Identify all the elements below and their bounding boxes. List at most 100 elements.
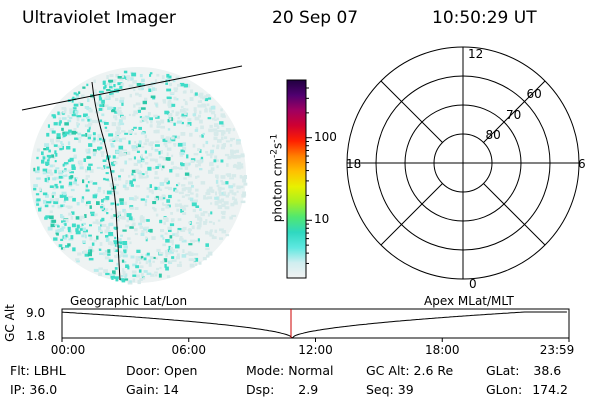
image-pixel [36, 148, 41, 152]
image-pixel [209, 186, 213, 190]
image-pixel [144, 162, 149, 165]
image-pixel [64, 196, 69, 201]
image-pixel [118, 153, 123, 157]
image-pixel [55, 139, 61, 143]
image-pixel [215, 179, 219, 184]
image-pixel [147, 166, 152, 171]
image-pixel [152, 167, 157, 170]
image-pixel [133, 104, 136, 108]
image-pixel [195, 127, 199, 131]
image-pixel [190, 159, 195, 163]
image-pixel [64, 162, 69, 165]
image-pixel [62, 193, 67, 196]
info-door: Door: Open [126, 363, 198, 378]
image-pixel [228, 130, 231, 134]
image-pixel [117, 82, 123, 86]
image-pixel [145, 229, 148, 234]
image-pixel [109, 93, 114, 96]
image-pixel [141, 87, 144, 90]
image-pixel [202, 96, 206, 100]
image-pixel [202, 132, 205, 135]
image-pixel [213, 159, 217, 163]
image-pixel [131, 223, 136, 227]
image-pixel [62, 163, 65, 167]
image-pixel [166, 88, 172, 92]
image-pixel [154, 102, 159, 105]
image-pixel [77, 136, 82, 139]
info-seq: Seq: 39 [366, 382, 414, 397]
image-pixel [223, 201, 229, 205]
image-pixel [110, 208, 113, 211]
image-pixel [185, 194, 190, 197]
image-pixel [188, 162, 191, 166]
image-pixel [212, 222, 215, 225]
image-pixel [135, 102, 141, 106]
image-pixel [140, 198, 145, 201]
image-pixel [51, 130, 56, 134]
image-pixel [173, 96, 177, 101]
image-pixel [86, 116, 90, 119]
image-pixel [47, 226, 53, 231]
image-pixel [174, 203, 178, 208]
image-pixel [114, 276, 119, 279]
image-pixel [239, 165, 244, 169]
image-pixel [237, 163, 243, 168]
image-pixel [62, 174, 68, 177]
image-pixel [155, 187, 160, 190]
image-pixel [113, 84, 116, 88]
image-pixel [194, 116, 200, 121]
image-pixel [110, 161, 115, 166]
image-pixel [125, 274, 128, 277]
image-pixel [148, 88, 152, 92]
image-pixel [134, 195, 137, 198]
image-pixel [61, 247, 65, 250]
image-pixel [122, 273, 128, 277]
image-pixel [119, 85, 123, 89]
image-pixel [193, 199, 198, 203]
image-pixel [126, 219, 129, 223]
image-pixel [110, 143, 114, 146]
image-pixel [68, 195, 73, 199]
image-pixel [206, 192, 211, 195]
image-pixel [98, 95, 102, 98]
image-pixel [219, 121, 224, 125]
orbit-xtick-label: 12:00 [298, 343, 333, 357]
image-pixel [114, 117, 118, 121]
image-pixel [68, 238, 74, 241]
image-pixel [220, 187, 225, 190]
image-pixel [137, 171, 142, 175]
image-pixel [203, 195, 207, 198]
image-pixel [205, 192, 208, 195]
image-pixel [72, 96, 75, 100]
image-pixel [156, 267, 160, 271]
image-pixel [164, 110, 169, 115]
image-pixel [67, 159, 72, 163]
image-pixel [38, 207, 42, 212]
image-pixel [232, 196, 235, 201]
diagonal-line [483, 183, 546, 246]
image-pixel [104, 210, 107, 213]
image-pixel [102, 80, 106, 85]
image-pixel [125, 180, 129, 184]
image-pixel [99, 248, 102, 251]
image-pixel [236, 139, 241, 142]
image-pixel [170, 212, 173, 215]
image-pixel [207, 196, 213, 200]
image-pixel [103, 269, 108, 274]
image-pixel [175, 114, 179, 117]
image-pixel [79, 217, 83, 222]
image-pixel [71, 164, 76, 168]
image-pixel [60, 238, 64, 241]
image-pixel [154, 171, 158, 175]
image-pixel [170, 218, 175, 222]
image-pixel [149, 184, 152, 188]
image-pixel [124, 132, 129, 135]
image-pixel [211, 189, 215, 193]
image-pixel [182, 146, 185, 151]
image-pixel [50, 223, 56, 228]
image-pixel [61, 226, 66, 229]
image-pixel [45, 194, 49, 198]
image-pixel [178, 191, 184, 195]
image-pixel [219, 192, 224, 197]
image-pixel [209, 163, 214, 167]
